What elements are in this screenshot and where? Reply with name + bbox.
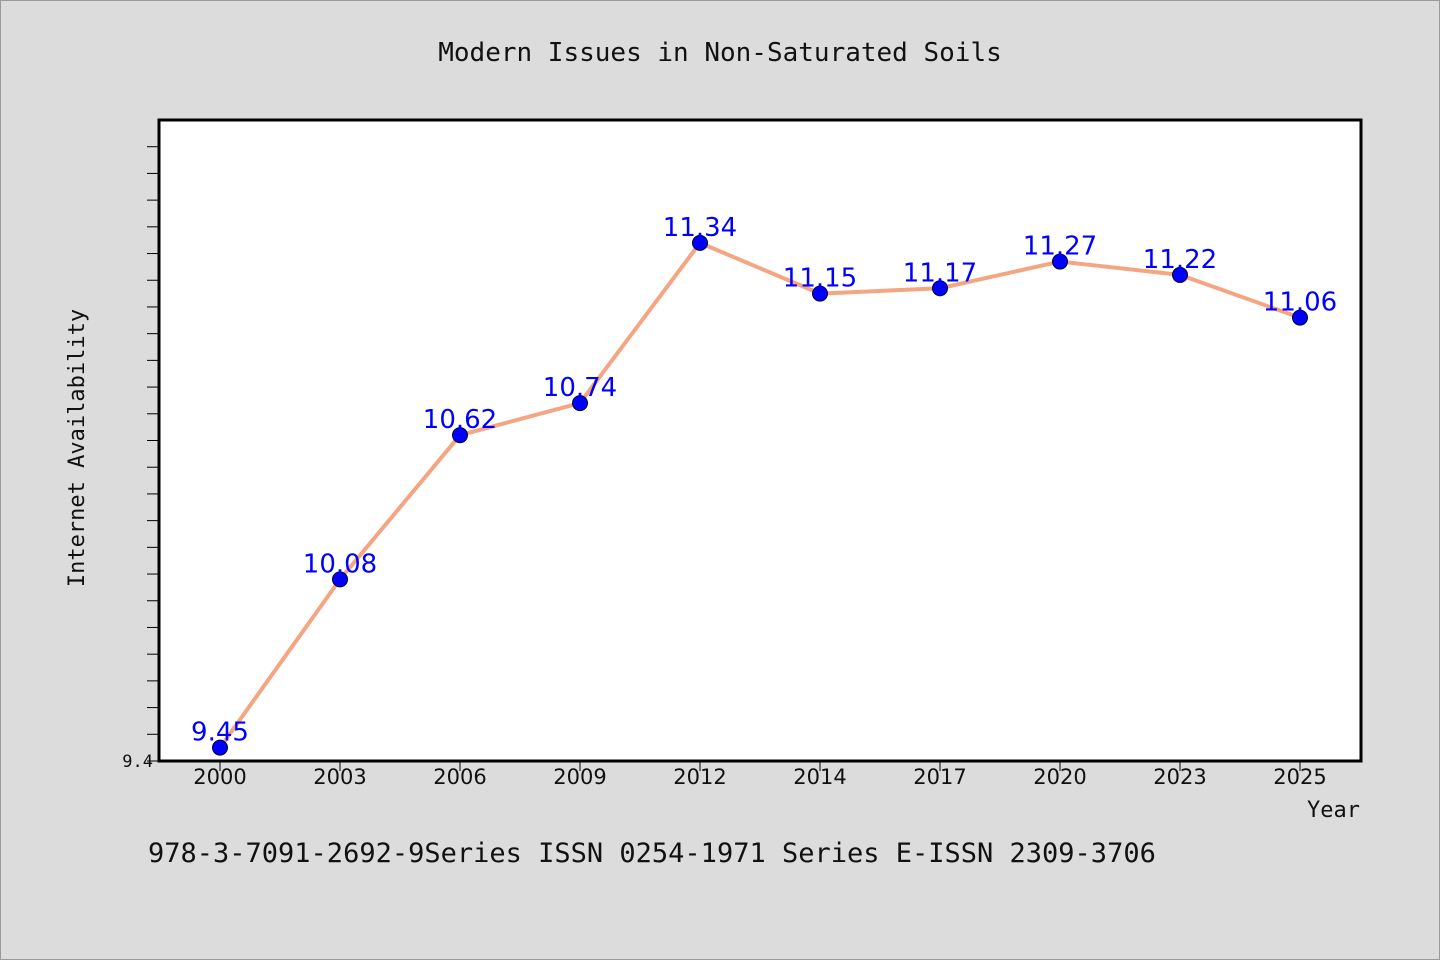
data-point-marker <box>932 280 948 297</box>
data-value-label: 11.15 <box>783 264 857 294</box>
chart-title: Modern Issues in Non-Saturated Soils <box>438 38 1002 68</box>
x-tick-label: 2009 <box>553 765 606 789</box>
x-tick-label: 2006 <box>433 765 486 789</box>
footer-isbn-issn: 978-3-7091-2692-9Series ISSN 0254-1971 S… <box>148 838 1156 869</box>
x-tick-label: 2020 <box>1033 765 1086 789</box>
data-value-label: 9.45 <box>191 718 249 748</box>
data-label-layer: 9.45 10.08 10.62 10.74 11.34 11.15 11.17 11.27 1… <box>191 213 1337 748</box>
x-tick-label: 2003 <box>313 765 366 789</box>
x-tick-label: 2023 <box>1153 765 1206 789</box>
data-value-label: 11.34 <box>663 213 737 243</box>
x-axis-label: Year <box>1307 798 1360 823</box>
data-point-marker <box>572 395 588 412</box>
x-tick-label: 2014 <box>793 765 846 789</box>
data-point-marker <box>212 739 228 756</box>
series-line <box>218 240 1302 750</box>
x-axis-ticks: 2000 2003 2006 2009 2012 2014 2017 2020 2023 2025 <box>193 761 1327 789</box>
series-layer <box>212 234 1308 756</box>
data-point-marker <box>1172 266 1188 283</box>
x-tick-label: 2000 <box>193 765 246 789</box>
x-tick-label: 2012 <box>673 765 726 789</box>
plot-area <box>157 118 1363 763</box>
y-axis-label: Internet Availability <box>65 309 90 587</box>
y-tick-label: 9.4 <box>122 752 153 772</box>
data-value-label: 11.06 <box>1263 288 1337 318</box>
x-tick-label: 2017 <box>913 765 966 789</box>
x-tick-label: 2025 <box>1273 765 1326 789</box>
data-point-marker <box>332 571 348 588</box>
data-point-marker <box>452 427 468 444</box>
data-point-marker <box>692 234 708 251</box>
data-value-label: 10.74 <box>543 373 617 403</box>
data-value-label: 11.27 <box>1023 232 1097 262</box>
data-value-label: 10.08 <box>303 549 377 579</box>
data-point-marker <box>1052 253 1068 270</box>
y-axis-ticks: 9.4 <box>122 146 159 772</box>
data-value-label: 10.62 <box>423 405 497 435</box>
data-point-marker <box>812 285 828 302</box>
data-point-marker <box>1292 309 1308 326</box>
data-value-label: 11.17 <box>903 258 977 288</box>
data-value-label: 11.22 <box>1143 245 1217 275</box>
